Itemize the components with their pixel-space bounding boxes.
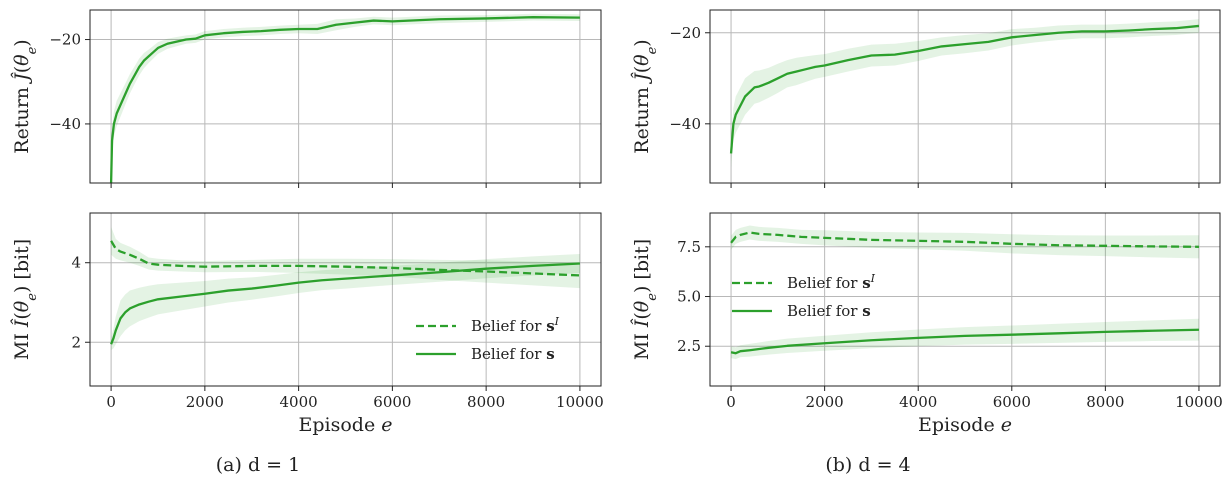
confidence-band-2 bbox=[731, 318, 1199, 360]
y-tick-label: 7.5 bbox=[677, 238, 701, 256]
x-tick-label: 4000 bbox=[280, 393, 318, 411]
series-line-belief-s bbox=[109, 16, 580, 183]
y-axis-label: MI Î(θe) [bit] bbox=[630, 239, 660, 360]
y-tick-label: 2.5 bbox=[677, 337, 701, 355]
confidence-band-1 bbox=[731, 19, 1199, 168]
legend: Belief for sI Belief for s bbox=[416, 315, 560, 363]
y-tick-label: 5.0 bbox=[677, 288, 701, 306]
series-line-belief-sI bbox=[730, 231, 1199, 248]
caption-b: (b) d = 4 bbox=[825, 454, 910, 476]
confidence-band-2 bbox=[111, 253, 580, 351]
legend-label-2: Belief for s bbox=[787, 302, 871, 320]
x-tick-label: 8000 bbox=[1086, 393, 1124, 411]
plot-b-return: −40 −20 Return Ĵ(θe) bbox=[630, 9, 1221, 188]
x-tick-label: 6000 bbox=[993, 393, 1031, 411]
series-line-belief-s bbox=[110, 262, 580, 345]
series-line-belief-s bbox=[730, 328, 1199, 355]
y-axis-label: Return Ĵ(θe) bbox=[10, 39, 40, 153]
legend-label-1: Belief for sI bbox=[471, 315, 560, 336]
x-tick-label: 10000 bbox=[556, 393, 604, 411]
x-tick-label: 4000 bbox=[899, 393, 937, 411]
y-tick-label: −40 bbox=[49, 115, 81, 133]
caption-a: (a) d = 1 bbox=[216, 454, 300, 476]
x-axis-label: Episode e bbox=[299, 414, 393, 436]
plot-a-return: −40 −20 Return Ĵ(θe) bbox=[10, 9, 602, 188]
y-tick-label: 4 bbox=[71, 254, 81, 272]
y-tick-label: −40 bbox=[669, 115, 701, 133]
legend-label-1: Belief for sI bbox=[787, 272, 876, 293]
axes-frame bbox=[89, 212, 602, 387]
x-axis-label: Episode e bbox=[918, 414, 1012, 436]
y-tick-label: −20 bbox=[669, 24, 701, 42]
plot-b-mi: 0 2000 4000 6000 8000 10000 2.5 5.0 7.5 MI Î(θe) … bbox=[630, 212, 1223, 436]
x-tick-label: 10000 bbox=[1175, 393, 1223, 411]
axes-frame bbox=[709, 9, 1221, 184]
x-tick-label: 6000 bbox=[373, 393, 411, 411]
axes-frame bbox=[89, 9, 602, 184]
series-line-belief-s bbox=[729, 24, 1200, 154]
plot-a-mi: 0 2000 4000 6000 8000 10000 2 4 MI Î(θe) [bit] Ep… bbox=[10, 212, 604, 436]
axes-frame bbox=[709, 212, 1221, 387]
legend: Belief for sI Belief for s bbox=[732, 272, 876, 320]
x-tick-label: 0 bbox=[106, 393, 116, 411]
y-tick-label: −20 bbox=[49, 31, 81, 49]
confidence-band-1 bbox=[111, 226, 580, 289]
y-axis-label: MI Î(θe) [bit] bbox=[10, 239, 40, 360]
x-tick-label: 8000 bbox=[467, 393, 505, 411]
legend-label-2: Belief for s bbox=[471, 345, 555, 363]
y-axis-label: Return Ĵ(θe) bbox=[630, 39, 660, 153]
x-tick-label: 2000 bbox=[806, 393, 844, 411]
x-tick-label: 2000 bbox=[186, 393, 224, 411]
x-tick-label: 0 bbox=[726, 393, 736, 411]
y-tick-label: 2 bbox=[71, 333, 81, 351]
confidence-band-1 bbox=[731, 225, 1199, 259]
